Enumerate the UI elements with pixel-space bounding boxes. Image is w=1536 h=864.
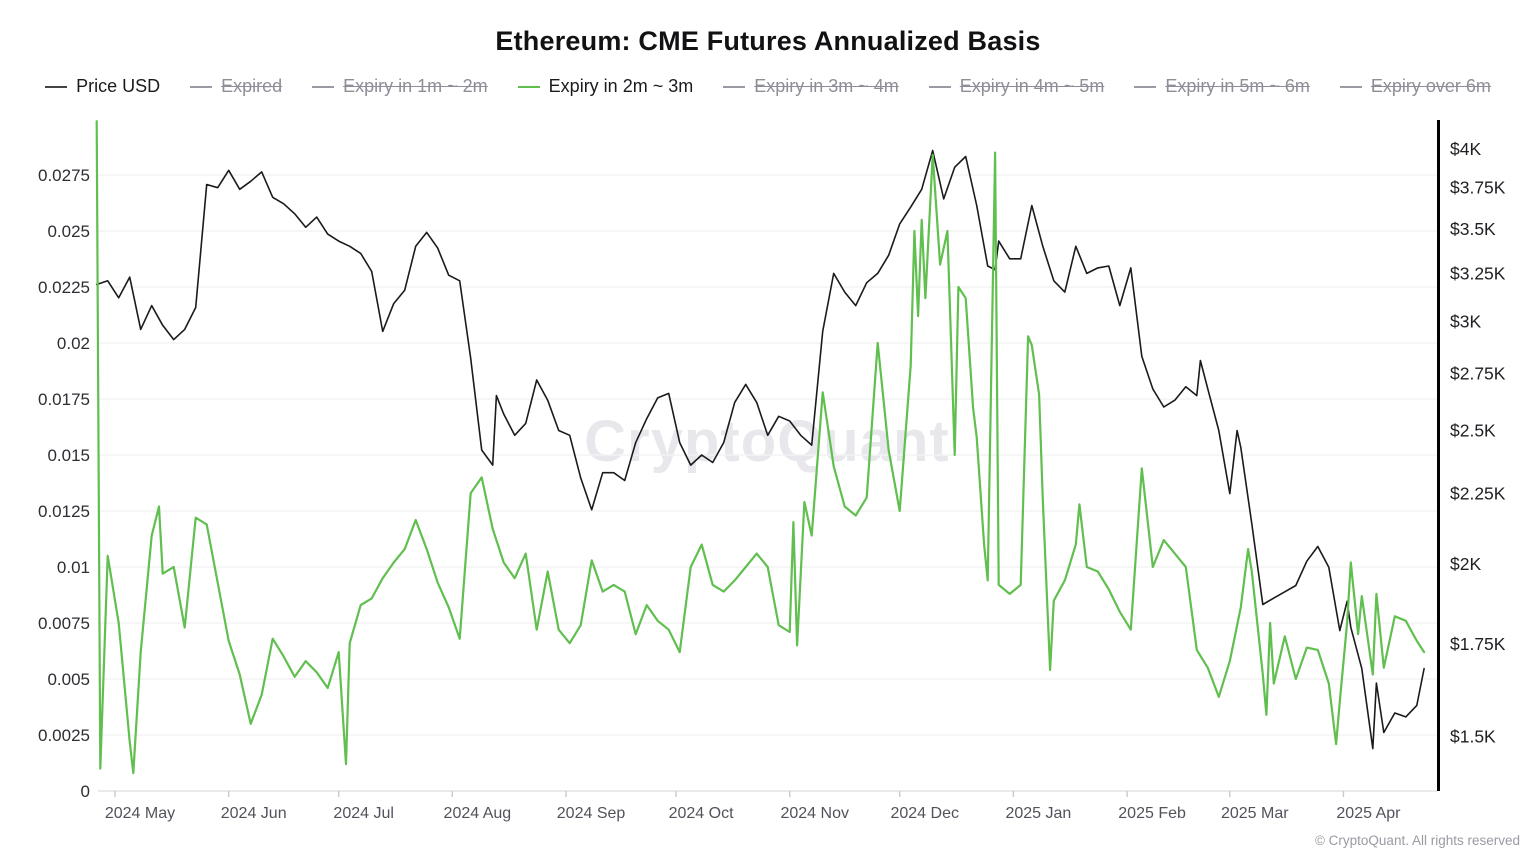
series-line-expiry-in-2m-3m	[95, 120, 1426, 775]
x-axis-month-label: 2024 Jun	[221, 805, 287, 822]
legend: Price USD Expired Expiry in 1m ~ 2m Expiry …	[0, 76, 1536, 97]
legend-item-expiry-in-3m-4m[interactable]: Expiry in 3m ~ 4m	[723, 76, 899, 97]
left-axis-tick-label: 0.0275	[38, 166, 90, 185]
legend-item-expired[interactable]: Expired	[190, 76, 282, 97]
x-axis-month-label: 2025 Mar	[1221, 805, 1289, 822]
x-axis-month-label: 2025 Feb	[1118, 805, 1186, 822]
legend-item-label: Expiry over 6m	[1370, 76, 1491, 96]
x-axis-month-label: 2024 Aug	[444, 805, 512, 822]
legend-series-dash-icon	[1339, 85, 1362, 88]
legend-series-dash-icon	[517, 85, 540, 88]
left-axis-tick-label: 0.025	[47, 222, 90, 241]
right-axis-tick-label: $1.75K	[1450, 634, 1506, 654]
left-axis-tick-label: 0.01	[57, 558, 90, 577]
legend-item-expiry-in-1m-2m[interactable]: Expiry in 1m ~ 2m	[312, 76, 488, 97]
legend-item-label: Expiry in 3m ~ 4m	[754, 76, 899, 96]
legend-series-dash-icon	[1134, 85, 1157, 88]
left-axis-tick-label: 0.005	[47, 670, 90, 689]
right-axis-tick-label: $4K	[1450, 139, 1481, 159]
legend-item-label: Expiry in 1m ~ 2m	[343, 76, 488, 96]
left-axis-tick-label: 0.015	[47, 446, 90, 465]
legend-series-dash-icon	[723, 85, 746, 88]
x-axis-month-label: 2024 Sep	[557, 805, 626, 822]
right-axis-tick-label: $2K	[1450, 554, 1481, 574]
legend-item-label: Expired	[221, 76, 283, 96]
right-axis-tick-label: $2.5K	[1450, 421, 1496, 441]
legend-series-dash-icon	[312, 85, 335, 88]
right-axis-tick-label: $2.75K	[1450, 363, 1506, 383]
left-axis-tick-label: 0.0175	[38, 390, 90, 409]
legend-item-label: Price USD	[76, 76, 161, 96]
right-axis-tick-label: $3.5K	[1450, 219, 1496, 239]
left-axis-tick-label: 0.0075	[38, 614, 90, 633]
left-axis-tick-label: 0.0025	[38, 726, 90, 745]
legend-item-price-usd[interactable]: Price USD	[45, 76, 160, 97]
x-axis-month-label: 2024 Oct	[669, 805, 734, 822]
x-axis-month-label: 2024 Nov	[780, 805, 849, 822]
right-axis-tick-label: $3.75K	[1450, 178, 1506, 198]
left-axis-tick-label: 0	[81, 782, 90, 801]
legend-series-dash-icon	[928, 85, 951, 88]
legend-item-expiry-over-6m[interactable]: Expiry over 6m	[1339, 76, 1491, 97]
legend-item-expiry-in-2m-3m[interactable]: Expiry in 2m ~ 3m	[517, 76, 694, 97]
legend-series-dash-icon	[190, 85, 213, 88]
x-axis-month-label: 2024 Jul	[333, 805, 394, 822]
x-axis-month-label: 2025 Jan	[1005, 805, 1071, 822]
legend-item-label: Expiry in 2m ~ 3m	[548, 76, 694, 96]
left-axis-tick-label: 0.0225	[38, 278, 90, 297]
series-line-price-usd	[95, 149, 1425, 750]
right-axis-tick-label: $3.25K	[1450, 263, 1506, 283]
right-axis-tick-label: $2.25K	[1450, 484, 1506, 504]
legend-item-label: Expiry in 4m ~ 5m	[959, 76, 1105, 96]
x-axis-month-label: 2025 Apr	[1336, 805, 1401, 822]
chart-title: Ethereum: CME Futures Annualized Basis	[495, 26, 1041, 56]
right-axis-tick-label: $1.5K	[1450, 727, 1496, 747]
right-axis-tick-label: $3K	[1450, 311, 1481, 331]
left-axis-tick-label: 0.0125	[38, 502, 90, 521]
x-axis-month-label: 2024 Dec	[890, 805, 959, 822]
left-axis-tick-label: 0.02	[57, 334, 90, 353]
legend-item-expiry-in-4m-5m[interactable]: Expiry in 4m ~ 5m	[928, 76, 1105, 97]
copyright-notice: © CryptoQuant. All rights reserved	[1314, 833, 1520, 848]
legend-item-label: Expiry in 5m ~ 6m	[1165, 76, 1310, 96]
x-axis-month-label: 2024 May	[105, 805, 175, 822]
legend-series-dash-icon	[45, 85, 68, 88]
legend-item-expiry-in-5m-6m[interactable]: Expiry in 5m ~ 6m	[1134, 76, 1310, 97]
